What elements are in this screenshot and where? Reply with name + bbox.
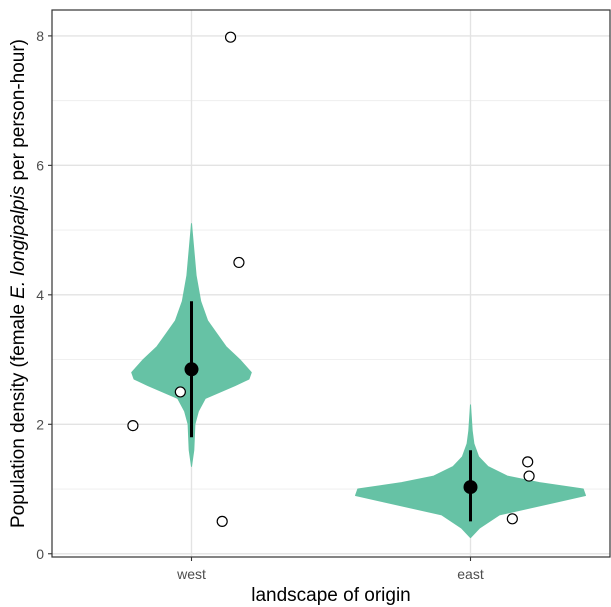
- x-tick-label-east: east: [457, 566, 484, 582]
- y-tick-label-8: 8: [36, 28, 44, 44]
- raw-point-west-1: [233, 256, 245, 269]
- raw-point-east-7: [506, 513, 518, 525]
- raw-point-east-5: [522, 456, 534, 468]
- raw-point-west-2: [174, 386, 186, 398]
- mean-point-east: [463, 480, 478, 495]
- raw-points: [127, 31, 535, 527]
- x-axis-title: landscape of origin: [251, 585, 411, 606]
- plot-border: [51, 9, 611, 558]
- y-axis-title: Population density (female E. longipalpi…: [8, 39, 29, 528]
- y-axis-title-part-3: per person-hour): [8, 39, 29, 186]
- plot-background: [52, 10, 610, 557]
- raw-point-west-0: [224, 31, 237, 43]
- x-tick-label-west: west: [176, 566, 206, 582]
- y-axis-title-part-1: Population density (female: [8, 299, 29, 528]
- raw-point-west-4: [216, 515, 228, 527]
- raw-point-west-3: [127, 419, 139, 432]
- y-tick-label-4: 4: [36, 287, 44, 303]
- raw-point-east-6: [523, 470, 535, 482]
- y-tick-label-2: 2: [36, 416, 44, 432]
- mean-intervals: [184, 301, 478, 522]
- y-axis: 0 2 4 6 8: [36, 28, 52, 562]
- y-axis-title-species: E. longipalpis: [8, 185, 29, 299]
- x-axis: west east: [176, 557, 484, 582]
- y-tick-label-6: 6: [36, 157, 44, 173]
- y-tick-label-0: 0: [36, 546, 44, 562]
- mean-point-west: [184, 362, 199, 377]
